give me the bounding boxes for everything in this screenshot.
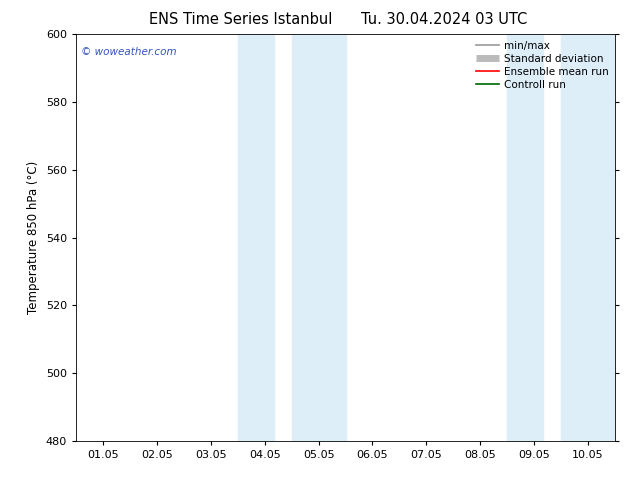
Bar xyxy=(561,34,615,441)
Bar xyxy=(507,34,543,441)
Y-axis label: Temperature 850 hPa (°C): Temperature 850 hPa (°C) xyxy=(27,161,40,314)
Text: Tu. 30.04.2024 03 UTC: Tu. 30.04.2024 03 UTC xyxy=(361,12,527,27)
Bar xyxy=(238,34,274,441)
Legend: min/max, Standard deviation, Ensemble mean run, Controll run: min/max, Standard deviation, Ensemble me… xyxy=(472,36,613,94)
Bar xyxy=(292,34,346,441)
Text: ENS Time Series Istanbul: ENS Time Series Istanbul xyxy=(149,12,333,27)
Text: © woweather.com: © woweather.com xyxy=(81,47,177,56)
